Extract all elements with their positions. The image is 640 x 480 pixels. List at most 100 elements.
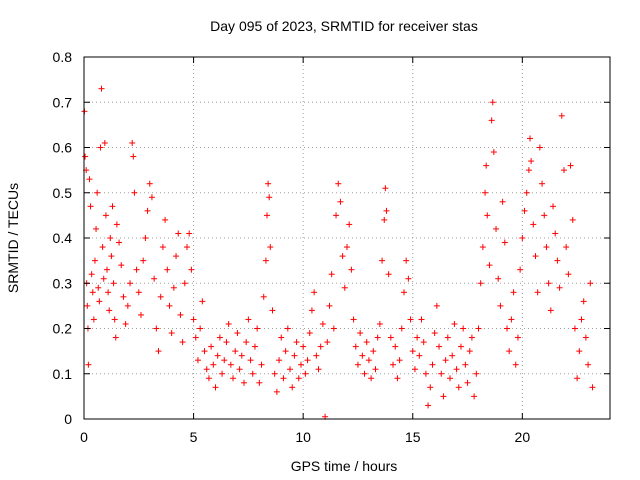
data-point (506, 348, 513, 355)
data-point (560, 167, 567, 174)
data-points (81, 85, 596, 420)
data-point (214, 352, 221, 359)
y-axis-label: SRMTID / TECUs (5, 183, 21, 293)
data-point (569, 216, 576, 223)
data-point (499, 198, 506, 205)
axis-ticks (83, 56, 610, 420)
data-point (576, 348, 583, 355)
data-point (541, 212, 548, 219)
data-point (368, 375, 375, 382)
data-point (525, 167, 532, 174)
data-point (527, 135, 534, 142)
data-point (453, 366, 460, 373)
data-point (510, 289, 517, 296)
x-tick-label: 10 (295, 429, 311, 445)
data-point (427, 384, 434, 391)
data-point (140, 257, 147, 264)
data-point (444, 334, 451, 341)
data-point (304, 357, 311, 364)
data-point (547, 307, 554, 314)
data-point (563, 244, 570, 251)
data-point (543, 244, 550, 251)
data-point (102, 212, 109, 219)
data-point (232, 348, 239, 355)
data-point (405, 275, 412, 282)
data-point (146, 180, 153, 187)
data-point (354, 361, 361, 368)
data-point (129, 139, 136, 146)
data-point (205, 375, 212, 382)
data-point (308, 307, 315, 314)
data-point (556, 284, 563, 291)
data-point (328, 271, 335, 278)
plot-frame (83, 56, 611, 420)
data-point (501, 239, 508, 246)
data-point (155, 348, 162, 355)
data-point (333, 212, 340, 219)
data-point (311, 289, 318, 296)
data-point (471, 393, 478, 400)
data-point (392, 343, 399, 350)
data-point (99, 244, 106, 251)
y-tick-label: 0.5 (53, 185, 73, 201)
data-point (539, 180, 546, 187)
data-point (306, 330, 313, 337)
data-point (346, 221, 353, 228)
data-point (170, 284, 177, 291)
data-point (188, 266, 195, 273)
data-point (387, 334, 394, 341)
data-point (112, 334, 119, 341)
data-point (374, 334, 381, 341)
data-point (267, 244, 274, 251)
data-point (157, 293, 164, 300)
data-point (291, 352, 298, 359)
data-point (442, 357, 449, 364)
data-point (108, 253, 115, 260)
data-point (363, 339, 370, 346)
data-point (519, 235, 526, 241)
data-point (376, 320, 383, 327)
data-point (381, 216, 388, 223)
data-point (131, 189, 138, 196)
data-point (411, 366, 418, 373)
data-point (173, 253, 180, 260)
data-point (497, 302, 504, 309)
data-point (151, 275, 158, 282)
data-point (315, 366, 322, 373)
data-point (379, 257, 386, 264)
data-point (372, 366, 379, 373)
data-point (293, 339, 300, 346)
data-point (490, 149, 497, 156)
data-point (488, 117, 495, 124)
data-point (137, 311, 144, 318)
data-point (475, 325, 482, 332)
data-point (335, 180, 342, 187)
y-tick-label: 0.2 (53, 321, 73, 337)
y-tick-label: 0.6 (53, 140, 73, 156)
data-point (177, 311, 184, 318)
data-point (422, 370, 429, 377)
data-point (95, 284, 102, 291)
data-point (249, 370, 256, 377)
data-point (238, 352, 245, 359)
y-tick-label: 0.4 (53, 230, 73, 246)
data-point (113, 221, 120, 228)
data-point (484, 212, 491, 219)
data-point (144, 207, 151, 214)
data-point (508, 316, 515, 323)
x-tick-label: 20 (515, 429, 531, 445)
data-point (460, 325, 467, 332)
data-point (295, 375, 302, 382)
y-tick-label: 0.7 (53, 94, 73, 110)
data-point (86, 176, 93, 183)
data-point (350, 316, 357, 323)
data-point (416, 352, 423, 359)
data-point (234, 330, 241, 337)
data-point (503, 325, 510, 332)
data-point (512, 361, 519, 368)
data-point (89, 289, 96, 296)
data-point (190, 316, 197, 323)
data-point (534, 289, 541, 296)
data-point (240, 379, 247, 386)
data-point (247, 357, 254, 364)
